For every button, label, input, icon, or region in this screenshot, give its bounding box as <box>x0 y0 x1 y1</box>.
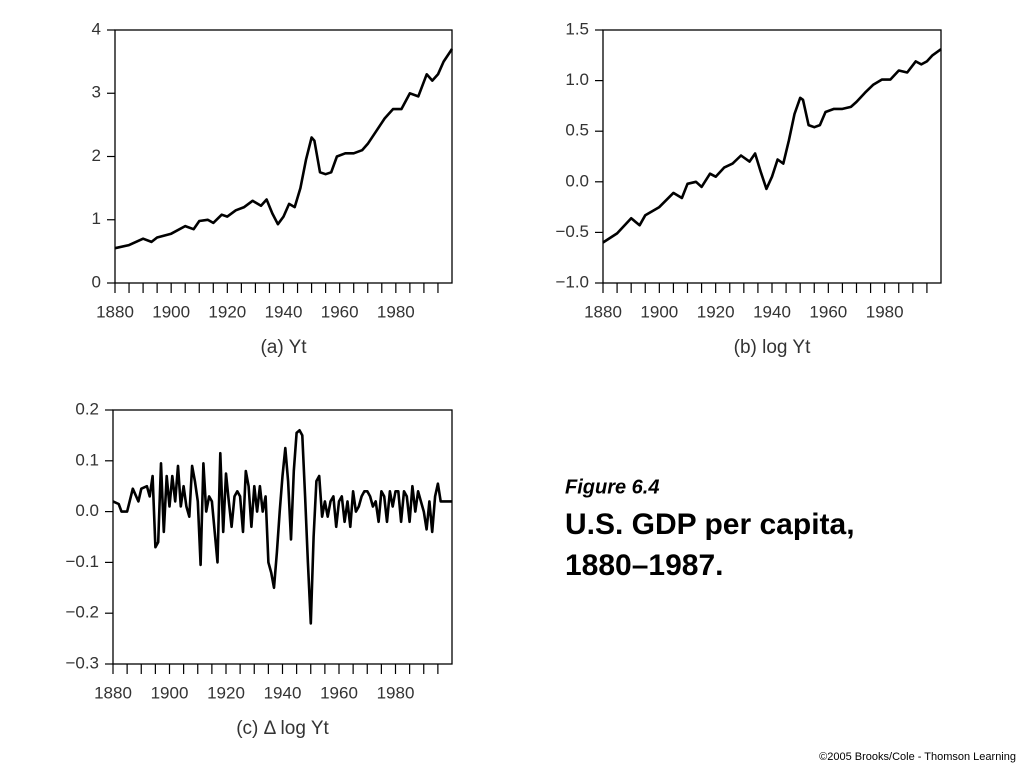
figure-label: Figure 6.4 <box>565 476 659 498</box>
plot-frame <box>114 29 453 284</box>
x-tick-label: 1980 <box>377 302 415 321</box>
x-tick-label: 1920 <box>697 302 735 321</box>
x-tick-label: 1880 <box>94 683 132 702</box>
data-line <box>602 48 942 244</box>
x-tick-label: 1920 <box>207 683 245 702</box>
data-line <box>112 429 452 625</box>
x-tick-label: 1940 <box>264 683 302 702</box>
y-tick-label: −0.2 <box>65 603 99 622</box>
x-tick-label: 1940 <box>265 302 303 321</box>
x-axis-label: (b) log Yt <box>734 337 811 358</box>
data-line <box>114 48 454 250</box>
copyright: ©2005 Brooks/Cole - Thomson Learning <box>819 751 1016 763</box>
y-tick-label: 0.0 <box>565 171 589 190</box>
x-tick-label: 1880 <box>96 302 134 321</box>
y-tick-label: 1.0 <box>565 70 589 89</box>
y-tick-label: 1 <box>92 209 101 228</box>
y-tick-label: 1.5 <box>565 19 589 38</box>
y-tick-label: 0.1 <box>75 450 99 469</box>
y-tick-label: −0.3 <box>65 653 99 672</box>
y-tick-label: 3 <box>92 83 101 102</box>
y-tick-label: 4 <box>92 19 101 38</box>
x-tick-label: 1900 <box>152 302 190 321</box>
x-tick-label: 1940 <box>753 302 791 321</box>
x-tick-label: 1980 <box>377 683 415 702</box>
plot-frame <box>602 29 942 284</box>
x-tick-label: 1900 <box>151 683 189 702</box>
x-tick-label: 1900 <box>640 302 678 321</box>
x-tick-label: 1920 <box>208 302 246 321</box>
y-tick-label: −0.5 <box>555 222 589 241</box>
x-axis-label: (c) Δ log Yt <box>236 718 329 739</box>
x-tick-label: 1980 <box>866 302 904 321</box>
y-tick-label: 0.2 <box>75 399 99 418</box>
y-tick-label: 0 <box>92 272 101 291</box>
y-tick-label: 0.5 <box>565 121 589 140</box>
x-tick-label: 1960 <box>809 302 847 321</box>
plot-frame <box>112 409 453 665</box>
caption-line: 1880–1987. <box>565 549 724 582</box>
x-tick-label: 1960 <box>320 683 358 702</box>
y-tick-label: 2 <box>92 146 101 165</box>
y-tick-label: −1.0 <box>555 272 589 291</box>
x-axis-label: (a) Yt <box>260 337 307 358</box>
caption-line: U.S. GDP per capita, <box>565 508 855 541</box>
y-tick-label: 0.0 <box>75 501 99 520</box>
x-tick-label: 1880 <box>584 302 622 321</box>
x-tick-label: 1960 <box>321 302 359 321</box>
y-tick-label: −0.1 <box>65 552 99 571</box>
